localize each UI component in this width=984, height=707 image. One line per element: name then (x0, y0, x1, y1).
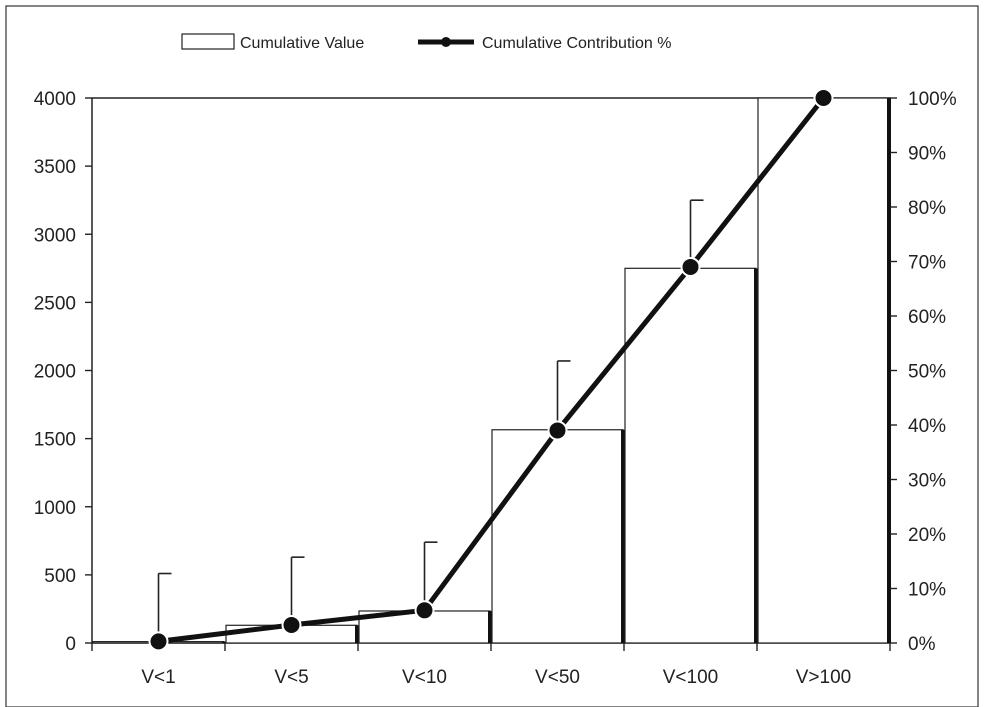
right-tick-label-8: 80% (908, 198, 946, 219)
left-tick-label-8: 4000 (34, 89, 76, 110)
left-tick-label-3: 1500 (34, 430, 76, 451)
right-tick-label-10: 100% (908, 89, 957, 110)
right-tick-label-5: 50% (908, 362, 946, 383)
right-tick-label-2: 20% (908, 525, 946, 546)
right-tick-label-3: 30% (908, 471, 946, 492)
legend: Cumulative Value Cumulative Contribution… (181, 33, 671, 52)
bar-5 (757, 97, 890, 644)
line-point-1 (281, 615, 302, 636)
line-point-2 (414, 600, 435, 621)
legend-line-marker (441, 37, 451, 47)
x-tick-label-2: V<10 (402, 667, 447, 688)
left-tick-label-5: 2500 (34, 293, 76, 314)
left-tick-label-6: 3000 (34, 225, 76, 246)
right-tick-label-1: 10% (908, 580, 946, 601)
legend-bar-label: Cumulative Value (240, 35, 364, 52)
line-point-4 (680, 256, 701, 277)
x-tick-label-3: V<50 (535, 667, 580, 688)
right-tick-label-4: 40% (908, 416, 946, 437)
chart-frame (5, 5, 979, 707)
bars-layer (92, 97, 891, 644)
line-point-0 (148, 631, 169, 652)
right-tick-label-6: 60% (908, 307, 946, 328)
legend-bar-swatch (181, 33, 235, 50)
bar-3 (491, 429, 624, 644)
left-tick-label-2: 1000 (34, 498, 76, 519)
legend-line-label: Cumulative Contribution % (482, 35, 671, 52)
left-tick-label-1: 500 (44, 566, 76, 587)
left-tick-label-7: 3500 (34, 157, 76, 178)
axes-layer: 0 500 1000 1500 2000 2500 3000 3500 4000 0% 10% 20%… (34, 89, 957, 688)
x-tick-label-5: V>100 (796, 667, 851, 688)
line-point-3 (547, 420, 568, 441)
error-bars-layer (157, 199, 704, 642)
right-tick-label-9: 90% (908, 144, 946, 165)
right-tick-label-7: 70% (908, 253, 946, 274)
right-tick-label-0: 0% (908, 634, 936, 655)
line-point-5 (813, 88, 834, 108)
line-layer (148, 88, 834, 652)
x-tick-label-4: V<100 (663, 667, 718, 688)
left-tick-label-0: 0 (65, 634, 76, 655)
bar-4 (624, 267, 757, 644)
x-tick-label-0: V<1 (141, 667, 175, 688)
left-tick-label-4: 2000 (34, 362, 76, 383)
contribution-line (158, 96, 826, 644)
x-tick-label-1: V<5 (274, 667, 308, 688)
